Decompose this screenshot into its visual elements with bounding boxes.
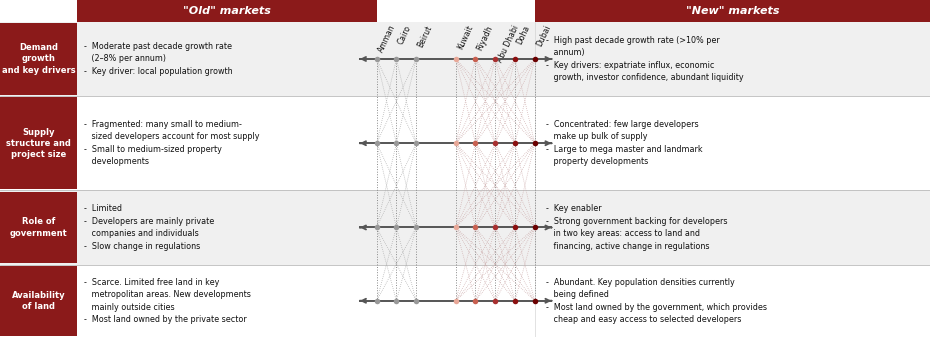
Text: -  Concentrated: few large developers
   make up bulk of supply
-  Large to mega: - Concentrated: few large developers mak… bbox=[546, 120, 702, 166]
Text: Dubai: Dubai bbox=[535, 24, 552, 48]
Text: -  Moderate past decade growth rate
   (2–8% per annum)
-  Key driver: local pop: - Moderate past decade growth rate (2–8%… bbox=[84, 42, 232, 76]
Text: -  Abundant. Key population densities currently
   being defined
-  Most land ow: - Abundant. Key population densities cur… bbox=[546, 278, 767, 324]
Text: Doha: Doha bbox=[515, 24, 532, 45]
Text: Beirut: Beirut bbox=[417, 24, 434, 49]
Text: "New" markets: "New" markets bbox=[685, 6, 779, 16]
FancyBboxPatch shape bbox=[535, 0, 930, 22]
Text: Supply
structure and
project size: Supply structure and project size bbox=[7, 128, 71, 159]
FancyBboxPatch shape bbox=[0, 96, 930, 190]
Text: Role of
government: Role of government bbox=[9, 217, 68, 238]
Text: -  Fragmented: many small to medium-
   sized developers account for most supply: - Fragmented: many small to medium- size… bbox=[84, 120, 259, 166]
Text: -  Limited
-  Developers are mainly private
   companies and individuals
-  Slow: - Limited - Developers are mainly privat… bbox=[84, 204, 214, 251]
Text: Cairo: Cairo bbox=[396, 24, 413, 45]
Text: Riyadh: Riyadh bbox=[475, 24, 495, 52]
Text: -  Scarce. Limited free land in key
   metropolitan areas. New developments
   m: - Scarce. Limited free land in key metro… bbox=[84, 278, 250, 324]
FancyBboxPatch shape bbox=[77, 0, 377, 22]
Text: -  Key enabler
-  Strong government backing for developers
   in two key areas: : - Key enabler - Strong government backin… bbox=[546, 204, 727, 251]
Text: Abu Dhabi: Abu Dhabi bbox=[495, 24, 520, 64]
FancyBboxPatch shape bbox=[0, 23, 77, 95]
Text: Amman: Amman bbox=[377, 24, 397, 54]
Text: Kuwait: Kuwait bbox=[456, 24, 475, 51]
FancyBboxPatch shape bbox=[0, 97, 77, 189]
FancyBboxPatch shape bbox=[0, 265, 930, 337]
FancyBboxPatch shape bbox=[0, 192, 77, 263]
Text: "Old" markets: "Old" markets bbox=[183, 6, 271, 16]
Text: Demand
growth
and key drivers: Demand growth and key drivers bbox=[2, 43, 75, 74]
FancyBboxPatch shape bbox=[0, 266, 77, 336]
FancyBboxPatch shape bbox=[0, 22, 930, 96]
FancyBboxPatch shape bbox=[0, 190, 930, 265]
Text: Availability
of land: Availability of land bbox=[12, 291, 65, 311]
Text: -  High past decade growth rate (>10% per
   annum)
-  Key drivers: expatriate i: - High past decade growth rate (>10% per… bbox=[546, 36, 743, 82]
